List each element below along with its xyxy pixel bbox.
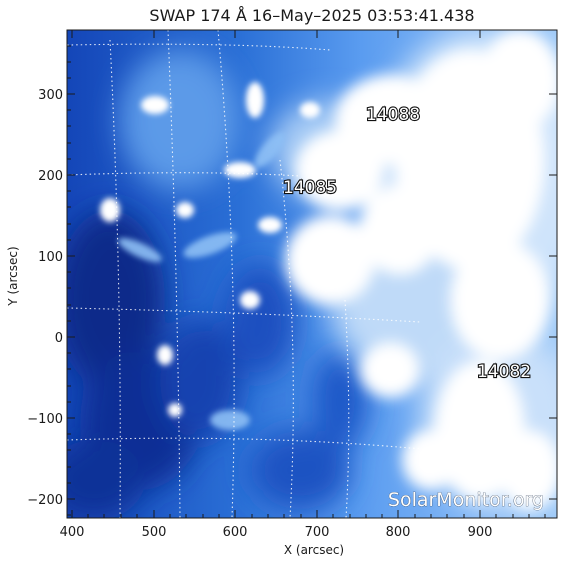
y-tick-label: 300	[38, 88, 63, 103]
heliographic-grid	[67, 30, 541, 518]
region-label-14088: 14088	[366, 105, 420, 125]
x-tick-label: 800	[386, 525, 411, 540]
y-tick-label: −200	[27, 493, 63, 508]
x-tick-label: 600	[223, 525, 248, 540]
region-label-14082: 14082	[477, 362, 531, 382]
x-axis-label: X (arcsec)	[284, 543, 344, 557]
y-tick-label: 200	[38, 169, 63, 184]
region-label-14085: 14085	[283, 178, 337, 198]
x-tick-label: 500	[142, 525, 167, 540]
y-tick-labels: 300 200 100 0 −100 −200	[27, 88, 63, 508]
x-tick-label: 700	[305, 525, 330, 540]
euv-solar-image	[67, 30, 557, 518]
tick-marks	[67, 30, 557, 518]
x-tick-label: 400	[60, 525, 85, 540]
plot-frame	[66, 29, 558, 519]
y-tick-label: −100	[27, 412, 63, 427]
x-tick-label: 900	[468, 525, 493, 540]
watermark: SolarMonitor.org	[388, 489, 544, 511]
y-axis-label: Y (arcsec)	[6, 246, 20, 306]
y-tick-label: 0	[55, 331, 63, 346]
x-tick-labels: 400 500 600 700 800 900	[60, 525, 493, 540]
y-tick-label: 100	[38, 250, 63, 265]
figure-title: SWAP 174 Å 16–May–2025 03:53:41.438	[149, 6, 474, 25]
